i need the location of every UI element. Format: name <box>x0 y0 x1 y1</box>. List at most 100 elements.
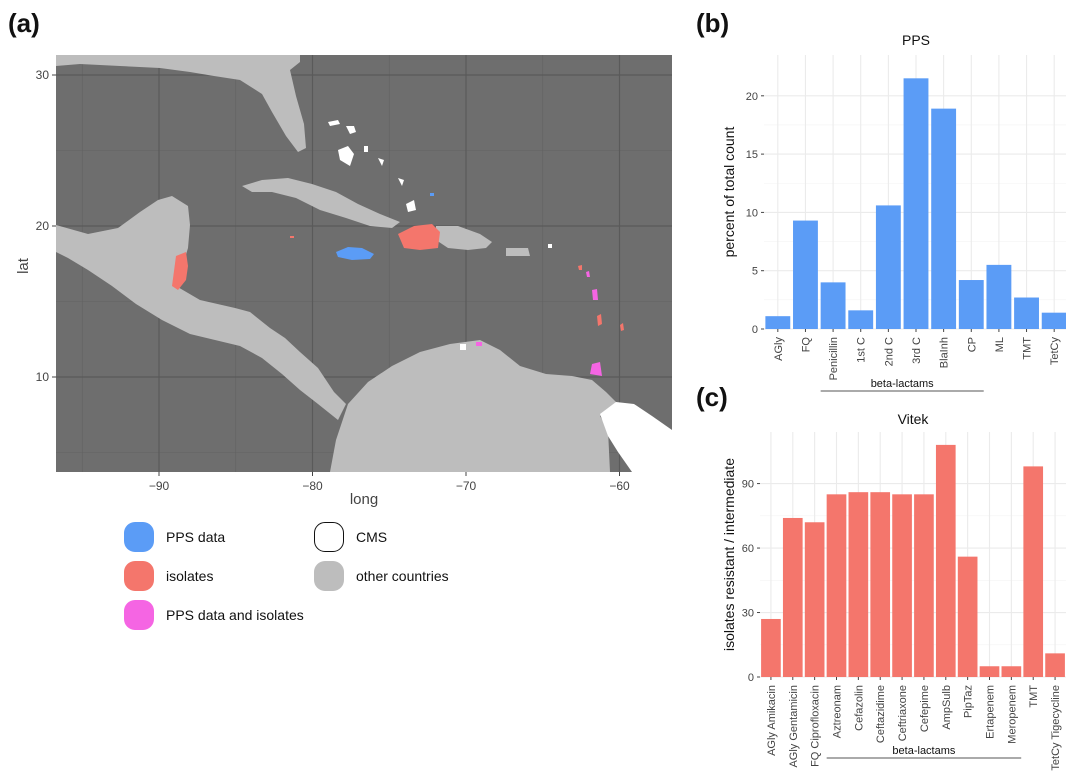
map-y-tick-label: 10 <box>36 370 50 384</box>
legend-item-cms: CMS <box>314 522 387 552</box>
bar-aztreonam <box>826 494 847 677</box>
legend-key-pps <box>124 522 154 552</box>
y-tick-label: 90 <box>742 479 754 491</box>
chart-y-axis-label: isolates resistant / intermediate <box>721 458 737 651</box>
mexico-central-america-landmass <box>56 196 346 420</box>
y-tick-label: 5 <box>752 266 758 278</box>
x-tick-label: AGly Amikacin <box>766 685 778 756</box>
x-tick-label: AmpSulb <box>941 685 953 730</box>
legend-key-isolates <box>124 561 154 591</box>
bar-2nd-c <box>875 205 901 329</box>
map-x-axis-label: long <box>350 491 378 508</box>
panel-label-b: (b) <box>696 8 730 38</box>
x-tick-label: TetCy Tigecycline <box>1050 685 1062 771</box>
bar-3rd-c <box>903 78 929 329</box>
chart-title: Vitek <box>898 411 930 427</box>
belize-isolates <box>172 252 188 290</box>
x-tick-label: TMT <box>1028 685 1040 708</box>
map-y-axis-label: lat <box>15 257 32 274</box>
x-tick-label: 1st C <box>856 337 868 363</box>
trinidad-cms <box>460 344 466 350</box>
cayman-isolates <box>290 236 294 238</box>
bar-ceftriaxone <box>892 494 912 677</box>
bar-cefazolin <box>848 492 869 677</box>
x-tick-label: TMT <box>1022 337 1034 360</box>
x-tick-label: 3rd C <box>911 337 923 364</box>
legend-label-other: other countries <box>356 568 449 584</box>
bar-tmt <box>1014 297 1039 329</box>
barbados-pps-and-isolates <box>590 362 602 376</box>
x-tick-label: Penicillin <box>828 337 840 380</box>
x-tick-label: Aztreonam <box>832 685 844 738</box>
turks-pps <box>430 193 434 196</box>
map-axis-ticks: −90 −80 −70 −60 30 20 10 <box>36 68 630 493</box>
map-legend: PPS data isolates PPS data and isolates … <box>124 518 484 630</box>
cuba-landmass <box>242 178 400 228</box>
bar-tetcy <box>1041 312 1066 329</box>
x-tick-label: Meropenem <box>1006 685 1018 744</box>
x-tick-label: ML <box>994 337 1006 352</box>
dominican-republic-landmass <box>436 226 492 250</box>
x-tick-label: BlaInh <box>939 337 951 368</box>
map-x-tick-label: −60 <box>609 479 630 493</box>
legend-key-cms <box>314 522 344 552</box>
bar-penicillin <box>820 282 846 329</box>
legend-label-both: PPS data and isolates <box>166 607 304 623</box>
map-y-tick-label: 20 <box>36 219 50 233</box>
y-tick-label: 15 <box>746 149 758 161</box>
x-tick-label: Ceftazidime <box>875 685 887 743</box>
x-tick-label: CP <box>966 337 978 352</box>
bar-agly-gentamicin <box>782 517 803 677</box>
guyana-cms <box>600 402 672 472</box>
bahamas-cms-7 <box>406 200 416 212</box>
x-tick-label: FQ Ciprofloxacin <box>810 685 822 767</box>
bahamas-cms-5 <box>378 158 384 166</box>
x-tick-label: AGly Gentamicin <box>788 685 800 768</box>
map-x-tick-label: −80 <box>302 479 323 493</box>
lesser-antilles-isolates-2 <box>620 323 624 331</box>
bahamas-cms-3 <box>346 126 356 134</box>
haiti-isolates <box>398 224 440 250</box>
south-america-landmass <box>330 340 618 472</box>
y-tick-label: 60 <box>742 543 754 555</box>
y-tick-label: 20 <box>746 91 758 103</box>
y-tick-label: 0 <box>748 672 754 684</box>
panel-label-c: (c) <box>696 382 728 412</box>
bar-ertapenem <box>979 666 1000 677</box>
bar-piptaz <box>957 556 978 677</box>
bahamas-cms-1 <box>338 146 354 166</box>
legend-item-other: other countries <box>314 561 449 591</box>
bar-blainh <box>931 108 957 330</box>
map-x-tick-label: −90 <box>149 479 170 493</box>
y-tick-label: 30 <box>742 608 754 620</box>
bar-agly <box>765 316 791 329</box>
bar-cp <box>958 280 984 329</box>
group-bracket-label: beta-lactams <box>871 378 934 390</box>
y-tick-label: 0 <box>752 324 758 336</box>
bar-agly-amikacin <box>761 618 781 677</box>
map-y-tick-label: 30 <box>36 68 50 82</box>
bar-ml <box>986 264 1012 329</box>
x-tick-label: Cefazolin <box>853 685 865 731</box>
bar-fq <box>793 220 818 329</box>
chart-title: PPS <box>902 32 930 48</box>
legend-item-pps: PPS data <box>124 522 225 552</box>
bar-tmt <box>1023 466 1044 677</box>
bar-ceftazidime <box>870 492 891 677</box>
map-x-tick-label: −70 <box>456 479 477 493</box>
x-tick-label: Ceftriaxone <box>897 685 909 741</box>
x-tick-label: Cefepime <box>919 685 931 732</box>
legend-label-pps: PPS data <box>166 529 226 545</box>
bar-meropenem <box>1001 666 1022 677</box>
bar-1st-c <box>848 310 874 329</box>
x-tick-label: Ertapenem <box>985 685 997 739</box>
bar-ampsulb <box>935 444 956 677</box>
x-tick-label: FQ <box>800 337 812 353</box>
legend-key-other <box>314 561 344 591</box>
legend-key-both <box>124 600 154 630</box>
x-tick-label: 2nd C <box>883 337 895 366</box>
montserrat-pps-and-isolates <box>586 271 590 277</box>
